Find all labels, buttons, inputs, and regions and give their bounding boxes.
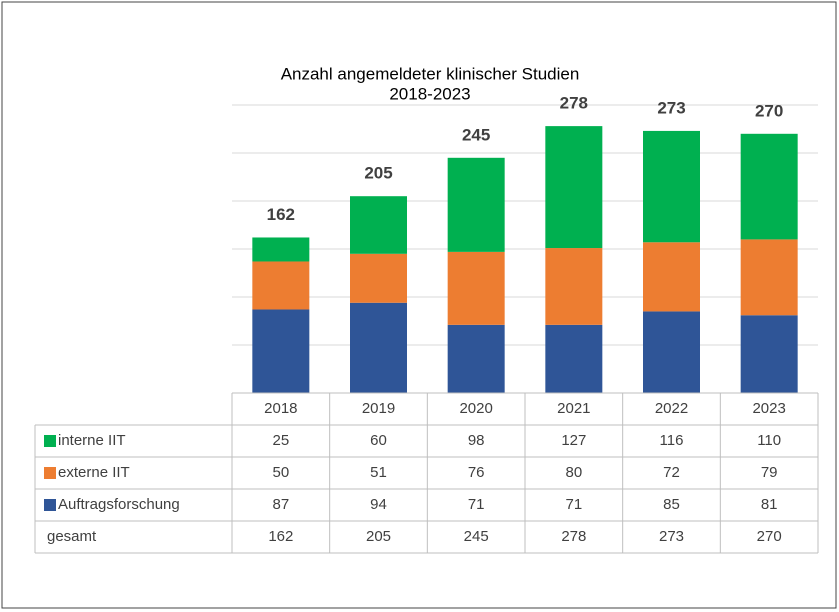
- chart-title: Anzahl angemeldeter klinischer Studien: [281, 64, 580, 83]
- table-cell: 270: [757, 528, 782, 545]
- x-tick-label: 2018: [264, 400, 297, 417]
- table-cell: 85: [663, 496, 680, 513]
- legend-label: externe IIT: [58, 464, 130, 481]
- table-cell: 79: [761, 464, 778, 481]
- bar-segment: [545, 324, 603, 393]
- table-cell: 162: [268, 528, 293, 545]
- bar-segment: [740, 239, 798, 316]
- table-cell: 87: [272, 496, 289, 513]
- bar-segment: [643, 311, 700, 393]
- bar-segment: [545, 126, 603, 249]
- bar-segment: [350, 253, 407, 303]
- bar-segment: [447, 157, 505, 252]
- bar-segment: [350, 302, 407, 393]
- total-label: 273: [657, 98, 685, 117]
- table-cell: 245: [464, 528, 489, 545]
- bar-segment: [643, 242, 700, 312]
- table-cell: 50: [272, 464, 289, 481]
- table-cell: 116: [660, 432, 684, 449]
- legend-key: [44, 435, 56, 447]
- total-label: 205: [364, 164, 392, 183]
- table-cell: 76: [468, 464, 485, 481]
- bar-segment: [545, 248, 603, 325]
- table-cell: 110: [757, 432, 781, 449]
- table-cell: 60: [370, 432, 387, 449]
- bar-segment: [643, 130, 700, 243]
- table-cell: 51: [370, 464, 387, 481]
- table-cell: 81: [761, 496, 778, 513]
- table-cell: 80: [565, 464, 582, 481]
- table-cell: 278: [561, 528, 586, 545]
- total-label: 162: [267, 205, 295, 224]
- table-cell: 71: [468, 496, 485, 513]
- legend-key: [44, 467, 56, 479]
- legend-label: Auftragsforschung: [58, 496, 180, 513]
- bar-segment: [350, 196, 407, 254]
- total-label: 245: [462, 125, 490, 144]
- x-tick-label: 2020: [459, 400, 492, 417]
- table-row-label: gesamt: [47, 528, 97, 545]
- bar-segment: [447, 324, 505, 393]
- table-cell: 25: [272, 432, 289, 449]
- x-tick-label: 2023: [752, 400, 785, 417]
- table-cell: 72: [663, 464, 680, 481]
- x-tick-label: 2022: [655, 400, 688, 417]
- bar-segment: [252, 237, 310, 262]
- x-tick-label: 2021: [557, 400, 590, 417]
- table-cell: 94: [370, 496, 387, 513]
- table-cell: 273: [659, 528, 684, 545]
- chart-subtitle: 2018-2023: [389, 84, 470, 103]
- bar-segment: [740, 315, 798, 393]
- total-label: 278: [560, 94, 588, 113]
- table-cell: 205: [366, 528, 391, 545]
- bar-segment: [740, 133, 798, 240]
- bar-segment: [252, 309, 310, 393]
- table-cell: 71: [565, 496, 582, 513]
- total-label: 270: [755, 101, 783, 120]
- legend-label: interne IIT: [58, 432, 126, 449]
- legend-key: [44, 499, 56, 511]
- table-cell: 127: [561, 432, 586, 449]
- bar-segment: [252, 261, 310, 310]
- bar-segment: [447, 251, 505, 325]
- table-cell: 98: [468, 432, 485, 449]
- x-tick-label: 2019: [362, 400, 395, 417]
